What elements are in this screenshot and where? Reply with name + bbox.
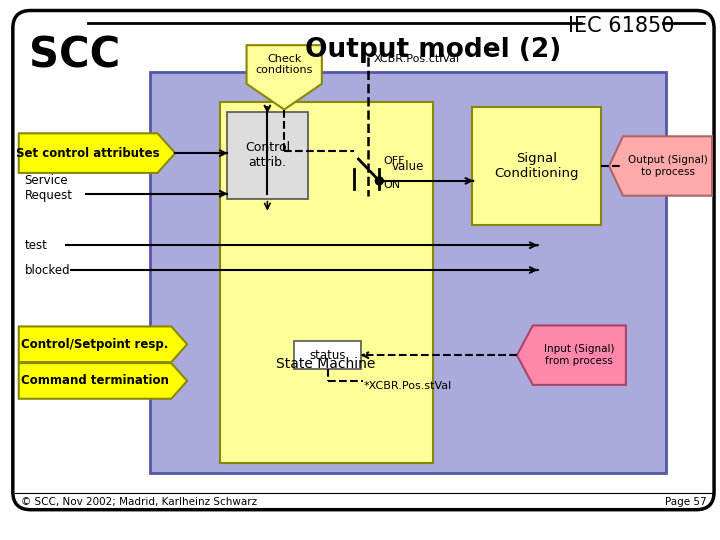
Text: State Machine: State Machine bbox=[276, 357, 376, 371]
Text: blocked: blocked bbox=[24, 264, 71, 276]
Text: Set control attributes: Set control attributes bbox=[17, 147, 160, 160]
Polygon shape bbox=[246, 45, 322, 110]
Text: ON: ON bbox=[383, 180, 400, 190]
Text: *XCBR.Pos.stVal: *XCBR.Pos.stVal bbox=[364, 381, 451, 391]
Text: XCBR.Pos.ctlVal: XCBR.Pos.ctlVal bbox=[374, 54, 459, 64]
Bar bbox=[294, 341, 361, 369]
Polygon shape bbox=[609, 136, 712, 195]
Bar bbox=[150, 72, 665, 473]
Polygon shape bbox=[19, 363, 187, 399]
Text: Control
attrib.: Control attrib. bbox=[245, 141, 290, 169]
Text: Check
conditions: Check conditions bbox=[256, 53, 313, 75]
Polygon shape bbox=[19, 133, 175, 173]
Text: Output model (2): Output model (2) bbox=[305, 37, 561, 63]
Text: test: test bbox=[24, 239, 48, 252]
Text: Output (Signal)
to process: Output (Signal) to process bbox=[628, 155, 708, 177]
Bar bbox=[472, 106, 601, 225]
Text: Command termination: Command termination bbox=[21, 374, 169, 387]
Text: IEC 61850: IEC 61850 bbox=[567, 16, 674, 36]
Text: Control/Setpoint resp.: Control/Setpoint resp. bbox=[22, 338, 168, 351]
FancyBboxPatch shape bbox=[13, 10, 714, 510]
Bar bbox=[227, 112, 308, 199]
Text: © SCC, Nov 2002; Madrid, Karlheinz Schwarz: © SCC, Nov 2002; Madrid, Karlheinz Schwa… bbox=[21, 497, 257, 507]
Text: Page 57: Page 57 bbox=[665, 497, 706, 507]
Text: Signal
Conditioning: Signal Conditioning bbox=[495, 152, 579, 180]
Text: value: value bbox=[391, 160, 423, 173]
Text: Service
Request: Service Request bbox=[24, 174, 73, 202]
Text: OFF: OFF bbox=[383, 156, 405, 166]
Polygon shape bbox=[517, 326, 626, 385]
Text: status: status bbox=[310, 349, 346, 362]
Bar bbox=[220, 102, 433, 463]
Text: SCC: SCC bbox=[29, 34, 120, 76]
Text: Input (Signal)
from process: Input (Signal) from process bbox=[544, 345, 615, 366]
Polygon shape bbox=[19, 327, 187, 362]
Circle shape bbox=[375, 177, 383, 185]
